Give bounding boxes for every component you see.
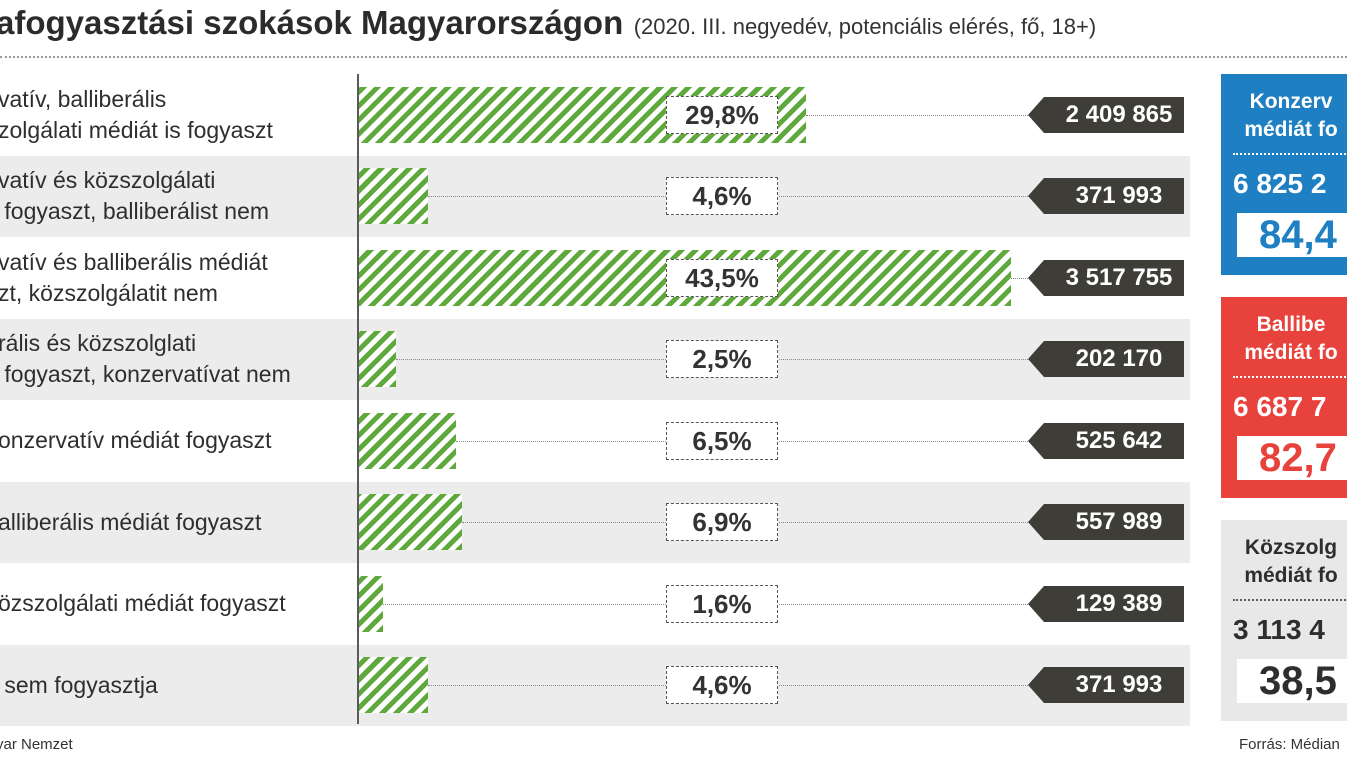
count-label: 202 170 — [1028, 341, 1184, 378]
summary-percent: 38,5 — [1237, 659, 1347, 703]
percent-label: 1,6% — [666, 584, 778, 623]
chart-subtitle: (2020. III. negyedév, potenciális elérés… — [633, 14, 1097, 39]
percent-label: 6,9% — [666, 503, 778, 542]
summary-box-konzervativ: Konzerv médiát fo 6 825 2 84,4 — [1221, 74, 1347, 275]
summary-count: 3 113 4 — [1233, 614, 1325, 645]
count-label: 3 517 755 — [1028, 259, 1184, 296]
category-label: vatív és közszolgálati fogyaszt, ballibe… — [0, 167, 270, 225]
summary-count: 6 825 2 — [1233, 168, 1327, 199]
category-label: onzervatív médiát fogyaszt — [0, 427, 272, 454]
summary-divider — [1233, 376, 1347, 378]
bar — [359, 331, 397, 388]
summary-box-balliberalis: Ballibe médiát fo 6 687 7 82,7 — [1221, 297, 1347, 498]
category-label: sem fogyasztja — [0, 671, 158, 698]
percent-label: 4,6% — [666, 666, 778, 705]
bar — [359, 657, 428, 714]
chart-title: afogyasztási szokások Magyarországon — [0, 4, 624, 41]
count-label: 371 993 — [1028, 178, 1184, 215]
category-label: alliberális médiát fogyaszt — [0, 508, 262, 535]
summary-label: Közszolg médiát fo — [1244, 536, 1338, 587]
footer-credit: yar Nemzet — [0, 736, 73, 753]
summary-count: 6 687 7 — [1233, 391, 1327, 422]
category-label: özszolgálati médiát fogyaszt — [0, 590, 286, 617]
leader-line — [1011, 277, 1044, 279]
count-label: 2 409 865 — [1028, 96, 1184, 133]
footer-source: Forrás: Médian — [1239, 736, 1340, 753]
count-label: 557 989 — [1028, 504, 1184, 541]
title-divider — [0, 56, 1347, 58]
summary-label: Ballibe médiát fo — [1244, 313, 1338, 364]
bar — [359, 168, 428, 225]
bar — [359, 412, 457, 469]
count-label: 525 642 — [1028, 422, 1184, 459]
category-label: rális és közszolglati fogyaszt, konzerva… — [0, 330, 291, 388]
percent-label: 43,5% — [666, 258, 778, 297]
bar-baseline — [357, 74, 359, 724]
summary-percent: 82,7 — [1237, 436, 1347, 480]
category-label: vatív, balliberális zolgálati médiát is … — [0, 85, 273, 143]
summary-label: Konzerv médiát fo — [1244, 90, 1338, 141]
summary-divider — [1233, 599, 1347, 601]
leader-line — [805, 114, 1044, 116]
bar — [359, 494, 463, 551]
percent-label: 2,5% — [666, 340, 778, 379]
summary-percent: 84,4 — [1237, 213, 1347, 257]
title-row: afogyasztási szokások Magyarországon (20… — [0, 4, 1096, 42]
bar-chart: vatív, balliberális zolgálati médiát is … — [0, 74, 1190, 726]
summary-box-kozszolgalati: Közszolg médiát fo 3 113 4 38,5 — [1221, 520, 1347, 721]
percent-label: 29,8% — [666, 95, 778, 134]
category-label: vatív és balliberális médiát zt, közszol… — [0, 248, 268, 306]
bar — [359, 575, 383, 632]
count-label: 129 389 — [1028, 585, 1184, 622]
percent-label: 6,5% — [666, 421, 778, 460]
percent-label: 4,6% — [666, 177, 778, 216]
summary-divider — [1233, 153, 1347, 155]
count-label: 371 993 — [1028, 667, 1184, 704]
